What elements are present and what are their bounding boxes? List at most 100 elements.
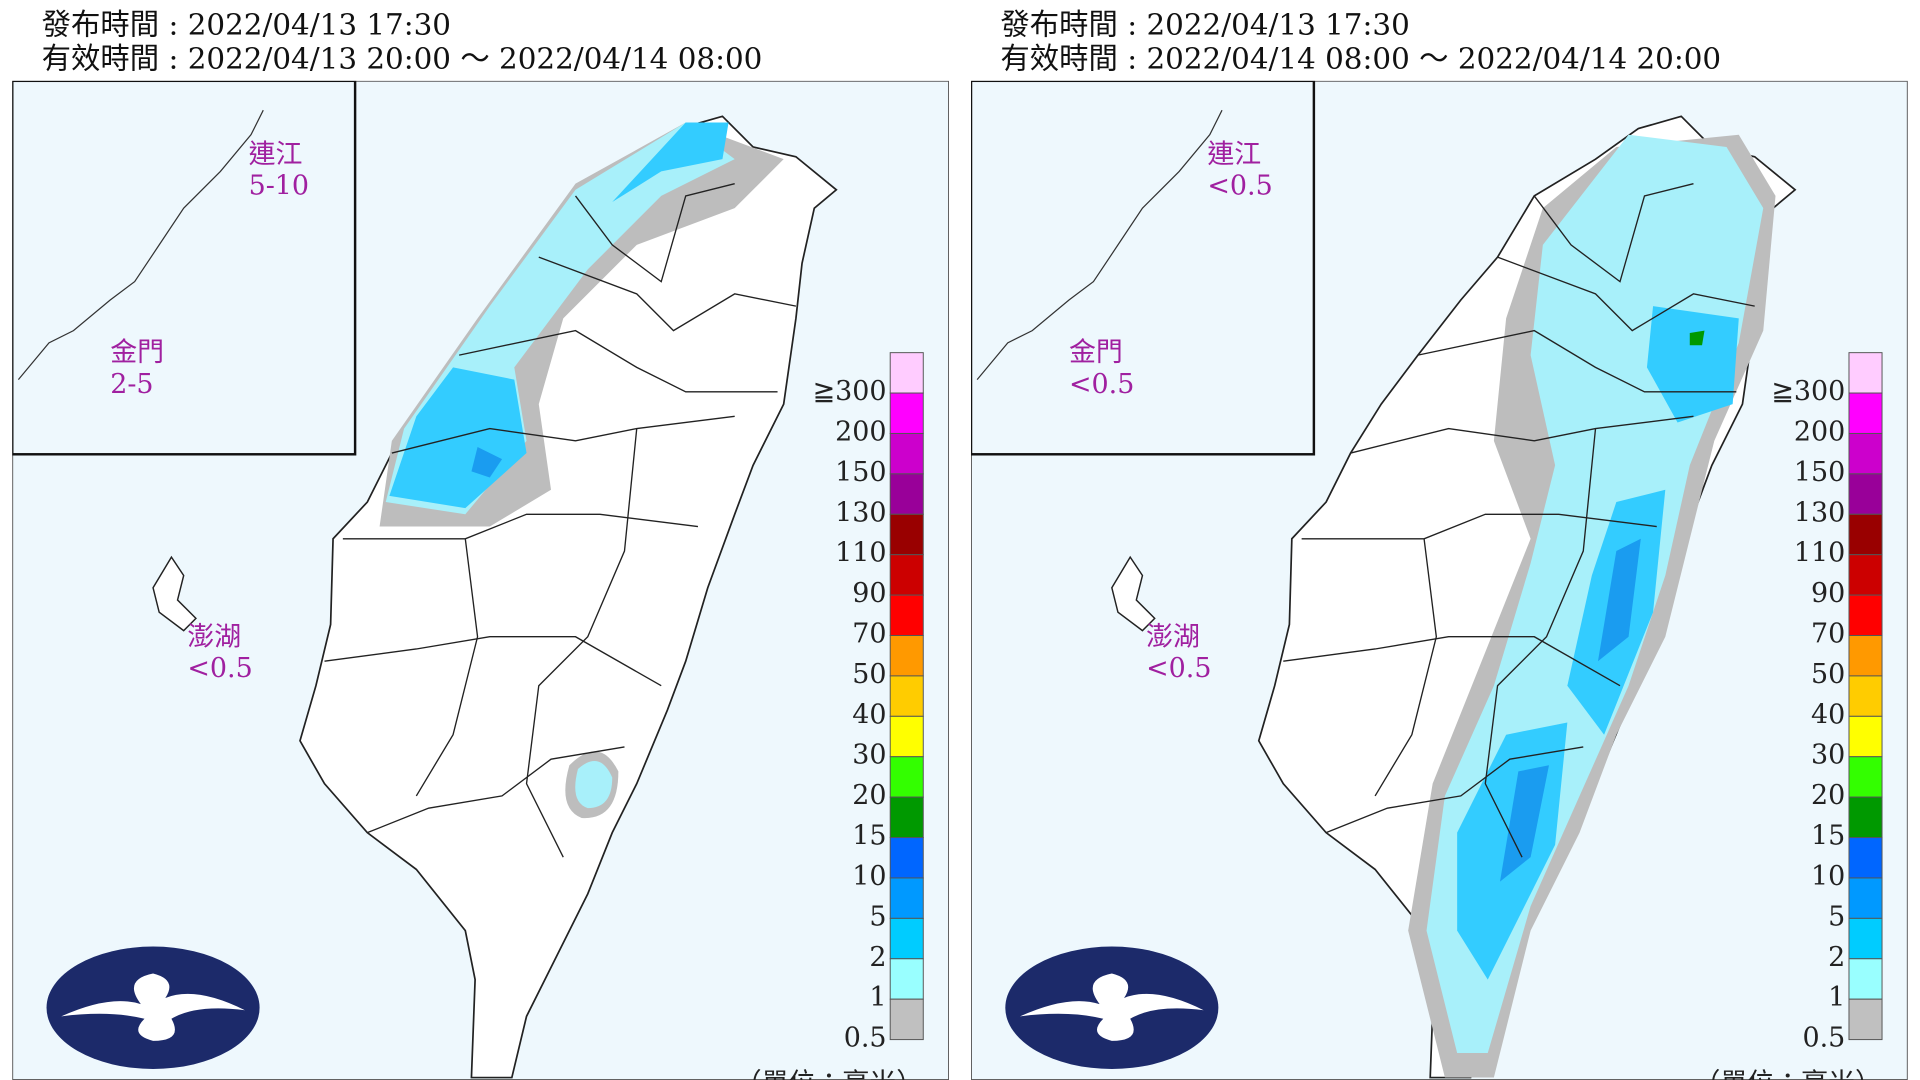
legend-swatch [889,958,924,1000]
legend-label: 110 [1794,538,1845,569]
island-value: <0.5 [1207,171,1272,202]
legend-swatch [1848,917,1883,960]
legend-swatch [1848,594,1883,636]
logo-swirl [61,973,245,1041]
county-border [1283,636,1621,687]
county-border [574,183,735,283]
penghu-islands [152,555,197,632]
legend-swatch [1848,715,1883,758]
legend-swatch [889,877,924,919]
county-border [538,256,797,332]
legend-swatch [889,756,924,798]
legend-label: 150 [1794,457,1845,488]
island-value: <0.5 [1146,653,1211,684]
issue-time: 發布時間 : 2022/04/13 17:30 [42,7,451,41]
legend-label: 15 [1811,821,1845,852]
legend-label: 2 [869,942,886,973]
county-border [525,428,638,858]
legend-label: 20 [852,780,886,811]
legend-swatch [889,392,924,434]
county-border [1533,183,1694,283]
county-border [367,746,625,834]
map-frame: 連江<0.5金門<0.5澎湖<0.5≧300200150130110907050… [971,80,1908,1080]
legend-swatch [1848,675,1883,717]
county-border [1325,746,1584,834]
valid-time: 有效時間 : 2022/04/13 20:00 ～ 2022/04/14 08:… [42,42,763,76]
inset-box [12,80,357,456]
unit-label: （單位：毫米） [1693,1068,1881,1080]
island-name: 澎湖 [187,621,241,652]
legend-swatch [1848,998,1883,1041]
legend-swatch [889,352,924,394]
legend-swatch [1848,473,1883,515]
legend-swatch [889,635,924,677]
legend-swatch [1848,877,1883,919]
rain-area [612,122,729,203]
island-name: 金門 [1069,337,1123,368]
map-frame: 連江5-10金門2-5澎湖<0.5≧3002001501301109070504… [12,80,949,1080]
legend-swatch [889,715,924,758]
legend-label: 130 [1794,497,1845,528]
legend-label: 5 [1828,901,1845,932]
legend-swatch [889,432,924,475]
rain-area [1597,538,1641,662]
legend-swatch [1848,756,1883,798]
unit-label: （單位：毫米） [735,1068,923,1080]
island-value: <0.5 [1069,369,1134,400]
island-name: 澎湖 [1146,621,1200,652]
legend-label: 1 [1828,982,1845,1013]
legend-label: 130 [835,497,886,528]
island-name: 金門 [110,337,164,368]
legend-label: 40 [1811,699,1845,730]
legend-swatch [889,554,924,596]
legend-swatch [889,998,924,1041]
county-border [1374,538,1438,797]
county-border [415,538,479,797]
legend-swatch [1848,554,1883,596]
county-border [342,513,699,540]
legend-label: 10 [852,861,886,892]
island-name: 連江 [249,139,303,170]
legend-label: 0.5 [844,1023,887,1054]
legend-label: 90 [1811,578,1845,609]
county-border [1484,428,1597,858]
penghu-islands [1111,555,1156,632]
logo-swirl [1020,973,1204,1041]
legend-label: 70 [1811,619,1845,650]
legend-label: 50 [1811,659,1845,690]
legend-label: 1 [869,982,886,1013]
legend-label: 5 [869,901,886,932]
county-border [391,415,735,454]
legend-swatch [889,594,924,636]
legend-swatch [889,917,924,960]
legend-swatch [1848,432,1883,475]
legend-label: 30 [1811,740,1845,771]
legend-label: 50 [852,659,886,690]
issue-time: 發布時間 : 2022/04/13 17:30 [1000,7,1409,41]
rain-area [575,760,613,809]
legend-label: 90 [852,578,886,609]
legend-swatch [1848,352,1883,394]
rain-area [1500,765,1549,882]
island-name: 連江 [1207,139,1261,170]
legend-swatch [889,837,924,879]
legend-label: 15 [852,821,886,852]
county-border [459,329,778,393]
legend-swatch [1848,392,1883,434]
legend-label: 10 [1811,861,1845,892]
inset-box [971,80,1316,456]
legend-swatch [889,675,924,717]
legend-swatch [889,796,924,839]
county-border [1497,256,1755,332]
rain-area [471,446,503,478]
legend-swatch [889,513,924,556]
county-border [1417,329,1737,393]
legend-label: 30 [852,740,886,771]
legend-swatch [1848,513,1883,556]
county-border [1301,513,1657,540]
legend-label: 200 [835,416,886,447]
